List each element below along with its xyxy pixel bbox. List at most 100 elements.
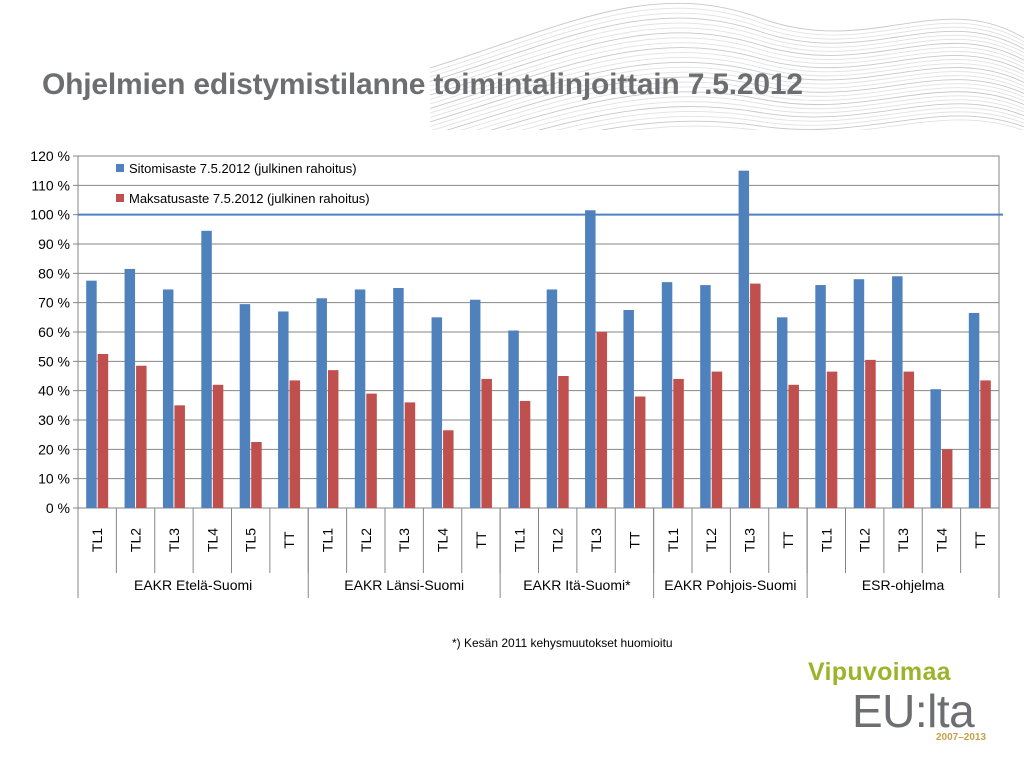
bar-sitomisaste (431, 317, 443, 508)
bar-maksatusaste (596, 332, 608, 508)
page-title: Ohjelmien edistymistilanne toimintalinjo… (42, 68, 803, 101)
x-tick-label: TT (972, 531, 988, 549)
bar-sitomisaste (354, 289, 366, 508)
bar-maksatusaste (750, 283, 761, 508)
bar-maksatusaste (558, 376, 569, 508)
x-tick-label: TL2 (703, 528, 719, 552)
bar-maksatusaste (941, 449, 953, 508)
decor-wave-line (431, 71, 1024, 130)
bar-sitomisaste (124, 268, 136, 508)
bar-sitomisaste (700, 285, 711, 508)
decor-wave-line (446, 76, 1024, 130)
x-tick-label: TL3 (895, 528, 911, 552)
y-tick-label: 110 % (31, 177, 70, 193)
decor-wave-line (429, 52, 1024, 114)
decor-wave-line (475, 86, 1024, 130)
y-tick-label: 120 % (30, 148, 70, 164)
decor-wave-line (429, 32, 1024, 96)
decor-wave-line (429, 7, 1024, 73)
y-tick-label: 60 % (38, 324, 70, 340)
bar-maksatusaste (519, 400, 531, 508)
y-tick-label: 100 % (30, 207, 70, 223)
decor-wave-line (429, 61, 1024, 123)
x-tick-label: TL4 (933, 528, 949, 552)
bar-maksatusaste (443, 430, 454, 508)
x-tick-label: TL2 (358, 528, 374, 552)
x-tick-label: TL3 (396, 528, 412, 552)
y-tick-label: 20 % (38, 441, 70, 457)
decor-wave-line (505, 95, 1024, 130)
legend-label-sitomisaste: Sitomisaste 7.5.2012 (julkinen rahoitus) (129, 161, 357, 176)
x-tick-label: TL4 (435, 528, 451, 552)
decor-wave-line (460, 81, 1024, 130)
x-tick-label: TT (780, 531, 796, 549)
x-tick-label: TL4 (204, 528, 220, 552)
decor-wave-line (490, 91, 1024, 130)
bar-sitomisaste (278, 311, 289, 508)
bar-sitomisaste (930, 389, 941, 508)
group-label: ESR-ohjelma (862, 577, 945, 593)
bar-sitomisaste (393, 288, 404, 508)
bar-maksatusaste (980, 380, 991, 508)
x-tick-label: TL2 (128, 528, 144, 552)
bar-sitomisaste (892, 276, 903, 508)
group-label: EAKR Itä-Suomi* (523, 577, 631, 593)
decor-wave-line (576, 111, 1024, 130)
y-tick-label: 30 % (38, 412, 70, 428)
decor-wave-line (429, 42, 1024, 105)
decor-wave-line (429, 2, 1024, 69)
x-tick-label: TL1 (665, 528, 681, 552)
bar-sitomisaste (201, 230, 212, 509)
bar-maksatusaste (711, 371, 723, 508)
legend-swatch-sitomisaste (116, 164, 124, 172)
bar-sitomisaste (623, 310, 634, 508)
y-tick-label: 90 % (38, 236, 70, 252)
vipuvoimaa-logo: Vipuvoimaa EU:lta 2007–2013 (800, 658, 1010, 748)
x-tick-label: TL1 (511, 528, 527, 552)
y-tick-label: 10 % (38, 471, 70, 487)
x-tick-label: TL1 (319, 528, 335, 552)
bar-sitomisaste (853, 279, 865, 508)
decor-wave-line (429, 37, 1024, 100)
decor-wave-line (537, 103, 1024, 130)
bar-sitomisaste (968, 312, 980, 508)
bar-maksatusaste (673, 378, 684, 508)
decor-wave-line (600, 115, 1024, 130)
decor-wave-line (429, 57, 1024, 118)
bar-maksatusaste (289, 380, 301, 508)
decor-wave-line (429, 12, 1024, 78)
y-tick-label: 70 % (38, 295, 70, 311)
bar-sitomisaste (162, 289, 174, 508)
bar-sitomisaste (585, 210, 596, 508)
bar-maksatusaste (174, 405, 185, 508)
bar-sitomisaste (316, 298, 327, 508)
decor-wave-line (429, 22, 1024, 87)
logo-years: 2007–2013 (936, 732, 987, 743)
bar-sitomisaste (815, 285, 826, 508)
bar-sitomisaste (469, 299, 481, 508)
x-tick-label: TL3 (588, 528, 604, 552)
x-tick-label: TL3 (166, 528, 182, 552)
bar-sitomisaste (738, 170, 750, 508)
logo-text-line1: Vipuvoimaa (808, 658, 951, 686)
logo-text-line2: EU:lta (852, 685, 975, 737)
bar-maksatusaste (788, 384, 799, 508)
legend-label-maksatusaste: Maksatusaste 7.5.2012 (julkinen rahoitus… (129, 191, 370, 206)
y-tick-label: 80 % (38, 265, 70, 281)
decor-wave-line (556, 107, 1024, 130)
decorative-waves (429, 2, 1024, 130)
x-tick-label: TT (626, 531, 642, 549)
x-tick-label: TL1 (89, 528, 105, 552)
bar-maksatusaste (366, 393, 377, 508)
decor-wave-line (521, 99, 1024, 130)
x-tick-label: TT (281, 531, 297, 549)
y-tick-label: 40 % (38, 383, 70, 399)
decor-wave-line (429, 47, 1024, 109)
bar-maksatusaste (865, 359, 876, 508)
bar-maksatusaste (826, 371, 838, 508)
bar-sitomisaste (508, 330, 519, 508)
bar-sitomisaste (239, 304, 251, 508)
bar-sitomisaste (776, 317, 788, 508)
x-tick-label: TT (473, 531, 489, 549)
